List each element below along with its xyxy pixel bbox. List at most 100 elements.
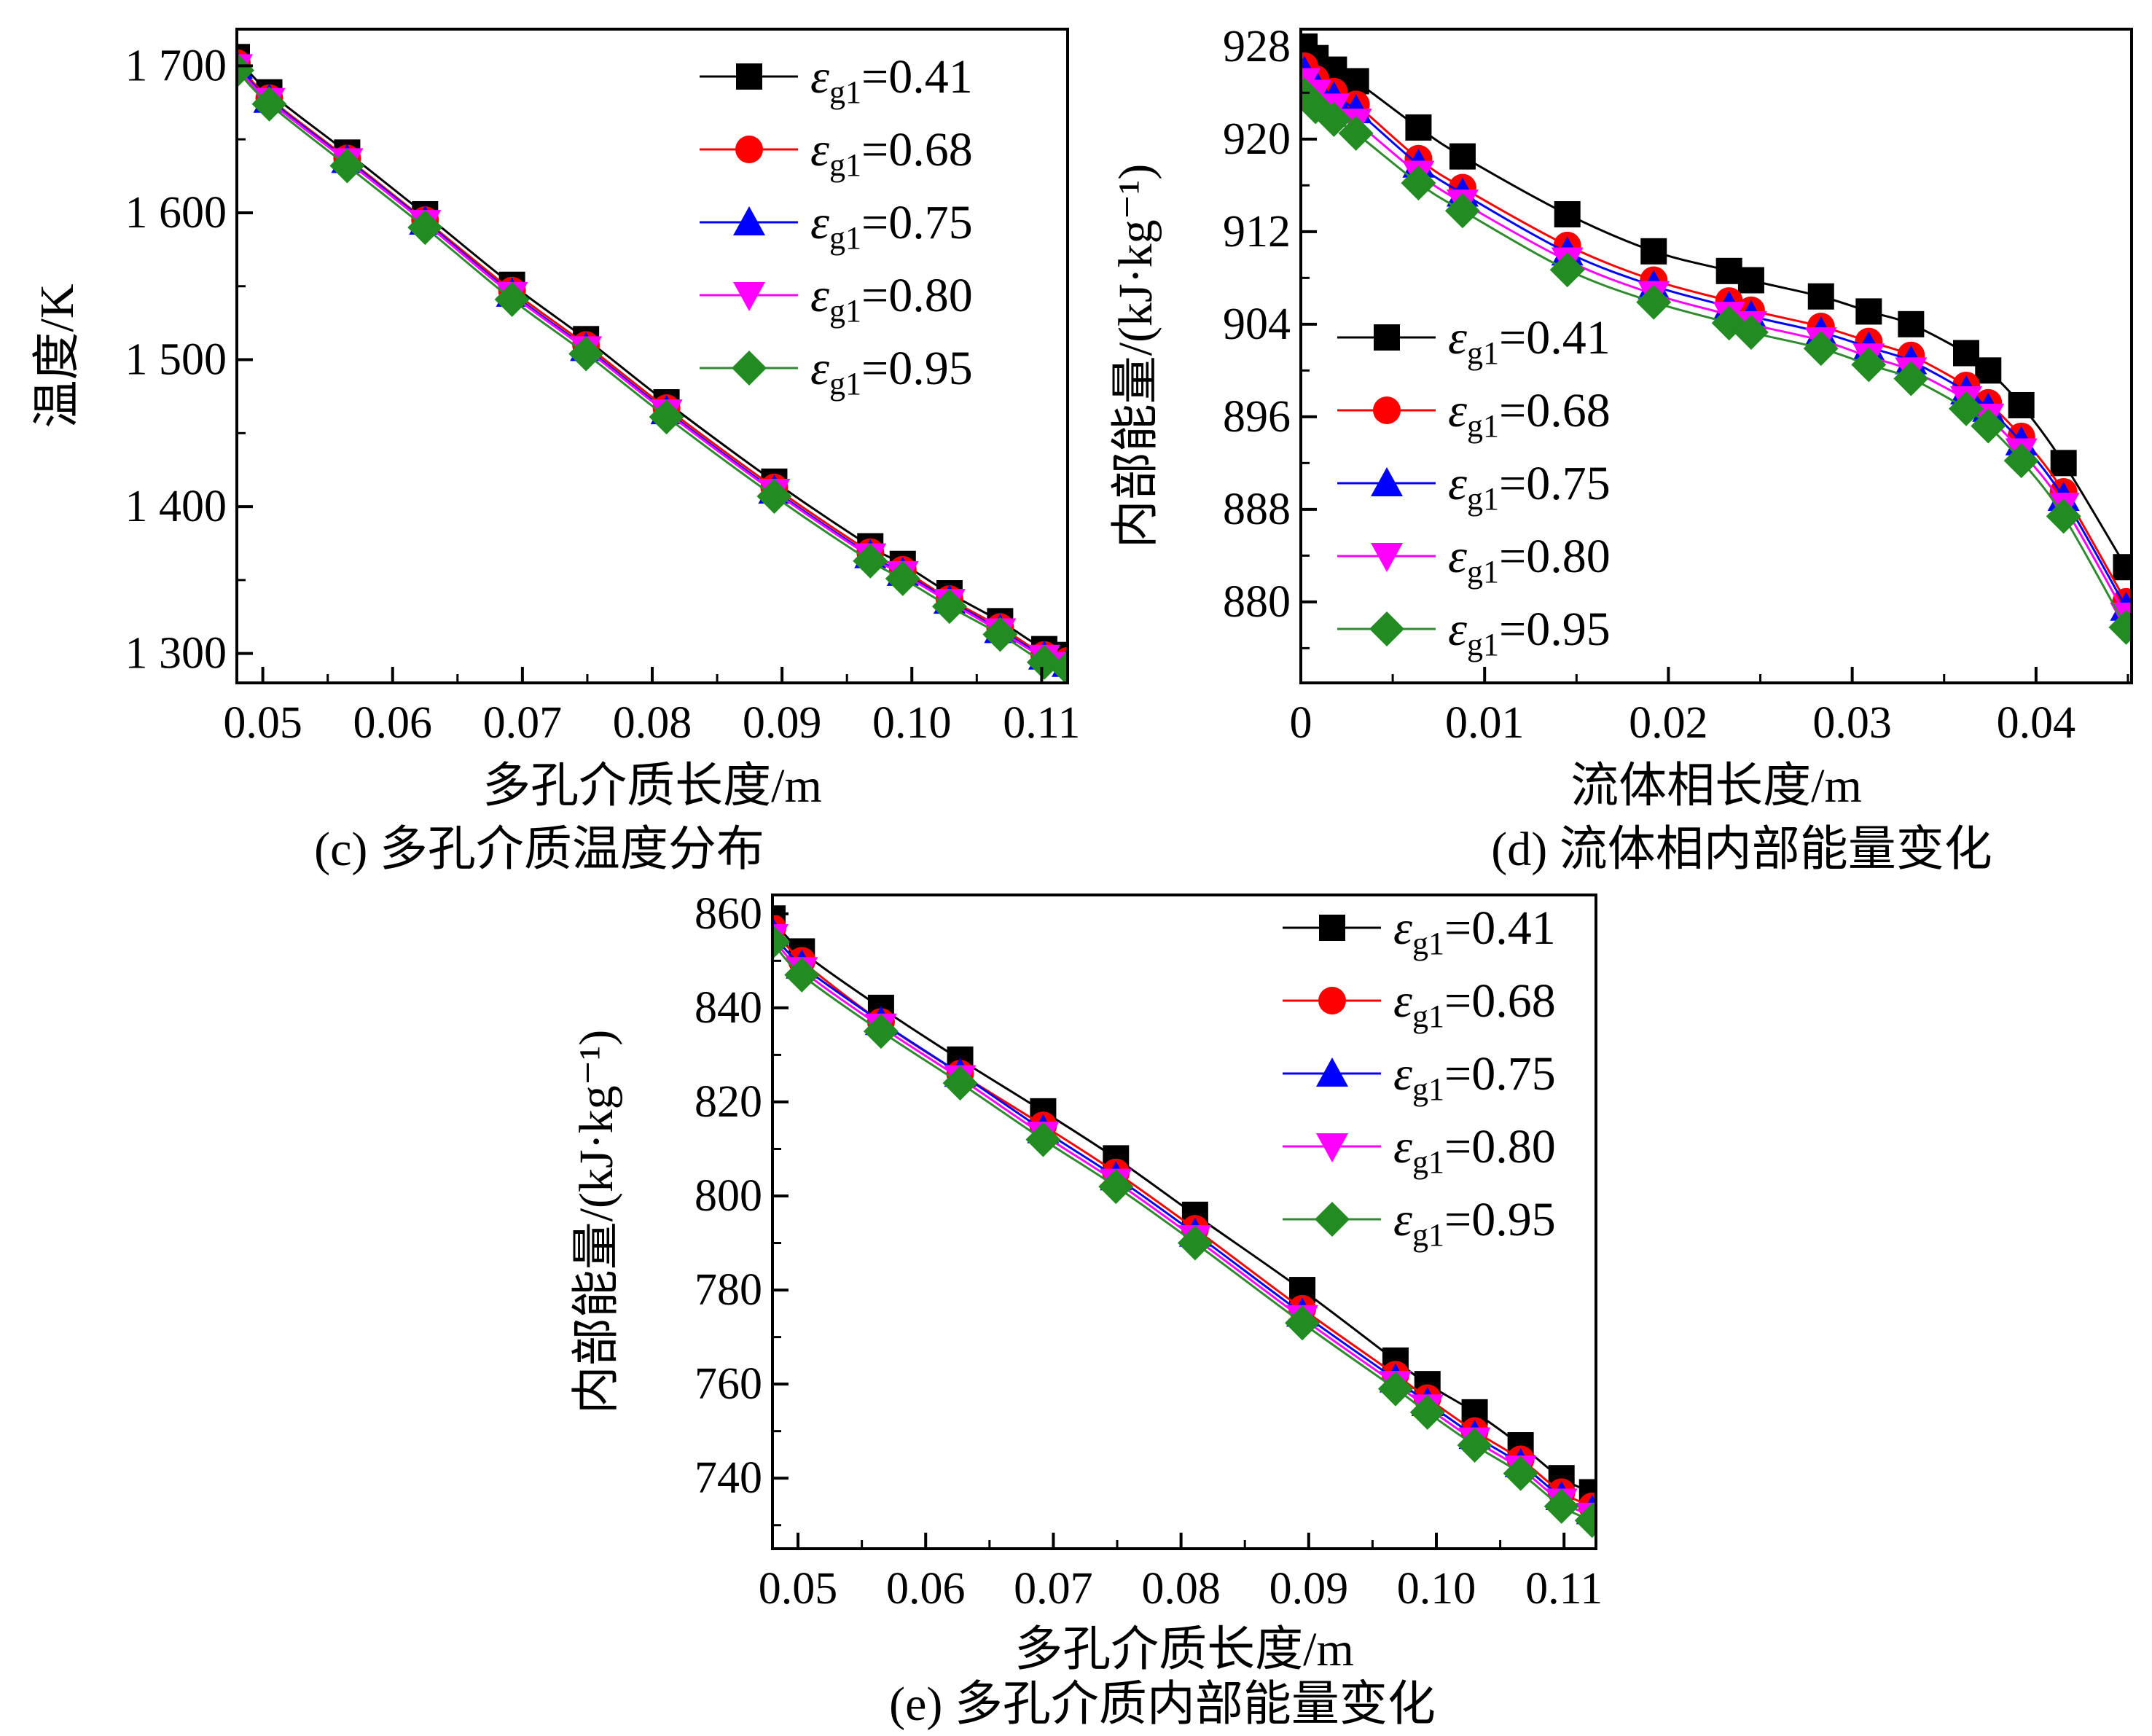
legend-label-2: εg1=0.75	[1393, 1047, 1556, 1107]
series-0-group	[1301, 33, 2132, 581]
data-point-s4-p1	[1301, 89, 1334, 125]
y-tick-label-4: 912	[1223, 207, 1291, 257]
x-tick-label-6: 0.11	[1003, 698, 1080, 748]
legend-label-3: εg1=0.80	[810, 269, 973, 329]
data-point-s4-p1	[251, 86, 287, 122]
legend-item-4: εg1=0.95	[1283, 1193, 1556, 1253]
legend-marker-1	[1373, 396, 1401, 424]
x-tick-label-0: 0.05	[759, 1564, 838, 1614]
data-point-s4-p0	[772, 924, 790, 960]
data-point-s0-p7	[1640, 238, 1667, 265]
x-tick-label-2: 0.07	[1014, 1564, 1093, 1614]
data-point-s4-p10	[931, 589, 967, 625]
data-point-s4-p1	[784, 957, 820, 993]
data-point-s0-p13	[1953, 340, 1980, 367]
x-tick-label-6: 0.11	[1525, 1564, 1603, 1614]
y-tick-label-3: 800	[694, 1171, 762, 1221]
y-tick-label-0: 740	[694, 1453, 762, 1503]
x-axis-label: 流体相长度/m	[1570, 759, 1862, 813]
legend-item-0: εg1=0.41	[700, 50, 973, 110]
legend-label-2: εg1=0.75	[810, 196, 973, 256]
data-point-s0-p10	[1807, 283, 1834, 310]
legend-marker-4	[732, 351, 767, 386]
legend-marker-3	[1316, 1133, 1348, 1162]
legend-label-3: εg1=0.80	[1393, 1120, 1556, 1180]
data-point-s4-p10	[1803, 331, 1839, 367]
data-point-s4-p7	[756, 479, 792, 515]
legend-marker-1	[1318, 987, 1346, 1014]
y-axis-label: 内部能量/(kJ·kg⁻¹)	[570, 1030, 623, 1415]
series-line-1	[1303, 65, 2127, 603]
chart-e-porous-internal-energy: 0.05 0.06 0.07 0.08 0.09 0.10 0.11 740 760 780 800…	[570, 889, 1603, 1676]
legend-marker-3	[733, 282, 765, 311]
x-tick-label-4: 0.09	[743, 698, 822, 748]
x-axis-label: 多孔介质长度/m	[1014, 1623, 1354, 1676]
legend-marker-4	[1369, 611, 1404, 646]
data-point-s4-p3	[1338, 115, 1374, 151]
x-tick-label-3: 0.03	[1812, 698, 1892, 748]
data-point-s4-p12	[1543, 1488, 1579, 1524]
legend-item-2: εg1=0.75	[700, 196, 973, 256]
x-tick-label-4: 0.09	[1269, 1564, 1349, 1614]
data-point-s4-p2	[1316, 101, 1352, 137]
legend-label-0: εg1=0.41	[1448, 311, 1611, 371]
data-point-s4-p7	[1285, 1305, 1320, 1341]
y-axis-label: 温度/K	[31, 284, 84, 429]
data-point-s4-p13	[1050, 650, 1068, 683]
data-point-s4-p5	[1444, 193, 1480, 229]
data-point-s0-p12	[1898, 310, 1925, 337]
x-tick-label-3: 0.08	[1141, 1564, 1221, 1614]
legend-marker-3	[1371, 543, 1403, 572]
series-line-4	[772, 941, 1593, 1522]
data-point-s4-p14	[1971, 408, 2006, 444]
data-point-s4-p2	[329, 148, 365, 184]
legend-label-0: εg1=0.41	[1393, 902, 1556, 961]
data-point-s0-p15	[2008, 391, 2035, 418]
x-tick-label-1: 0.06	[353, 698, 433, 748]
legend-label-4: εg1=0.95	[810, 342, 973, 402]
legend-marker-0	[736, 63, 762, 90]
legend-marker-4	[1315, 1202, 1350, 1237]
y-tick-label-1: 888	[1223, 485, 1291, 534]
legend-item-4: εg1=0.95	[700, 342, 973, 402]
data-point-s4-p12	[1893, 361, 1929, 396]
legend-item-0: εg1=0.41	[1283, 902, 1556, 961]
x-tick-label-0: 0	[1290, 698, 1312, 748]
data-point-s4-p8	[853, 543, 888, 579]
x-tick-label-5: 0.10	[1397, 1564, 1476, 1614]
series-4-group	[1301, 77, 2132, 645]
legend-label-1: εg1=0.68	[1393, 974, 1556, 1034]
legend-item-1: εg1=0.68	[700, 123, 973, 183]
legend-item-2: εg1=0.75	[1283, 1047, 1556, 1107]
data-point-s4-p7	[1636, 284, 1672, 320]
data-point-s0-p11	[1855, 298, 1882, 325]
data-point-s0-p16	[2050, 450, 2077, 477]
legend-label-1: εg1=0.68	[810, 123, 973, 183]
data-point-s4-p9	[1409, 1394, 1445, 1430]
chart-d-fluid-internal-energy: 0 0.01 0.02 0.03 0.04 880 888 896 904 912 920 928 流体…	[1109, 22, 2133, 813]
caption-e: (e) 多孔介质内部能量变化	[889, 1678, 1436, 1731]
legend-label-0: εg1=0.41	[810, 50, 973, 110]
data-point-s4-p13	[1574, 1503, 1596, 1538]
legend-item-3: εg1=0.80	[700, 269, 973, 329]
y-tick-label-4: 820	[694, 1077, 762, 1127]
data-point-s0-p4	[1405, 114, 1432, 141]
data-point-s4-p4	[1025, 1122, 1061, 1157]
data-point-s4-p11	[1851, 347, 1887, 383]
data-point-s4-p0	[237, 52, 254, 88]
legend-label-2: εg1=0.75	[1448, 457, 1611, 517]
y-tick-label-2: 896	[1223, 392, 1291, 442]
data-point-s4-p11	[982, 617, 1018, 652]
data-point-s0-p8	[1715, 257, 1742, 284]
data-point-s4-p6	[1549, 252, 1585, 288]
legend-marker-2	[733, 206, 765, 235]
legend-marker-1	[735, 136, 763, 163]
series-4-group	[772, 924, 1596, 1538]
x-tick-label-4: 0.04	[1997, 698, 2076, 748]
x-axis-label: 多孔介质长度/m	[482, 759, 822, 813]
data-point-s4-p5	[1098, 1169, 1134, 1205]
legend-label-1: εg1=0.68	[1448, 384, 1611, 444]
legend-marker-0	[1374, 324, 1400, 351]
data-point-s4-p9	[885, 560, 920, 596]
